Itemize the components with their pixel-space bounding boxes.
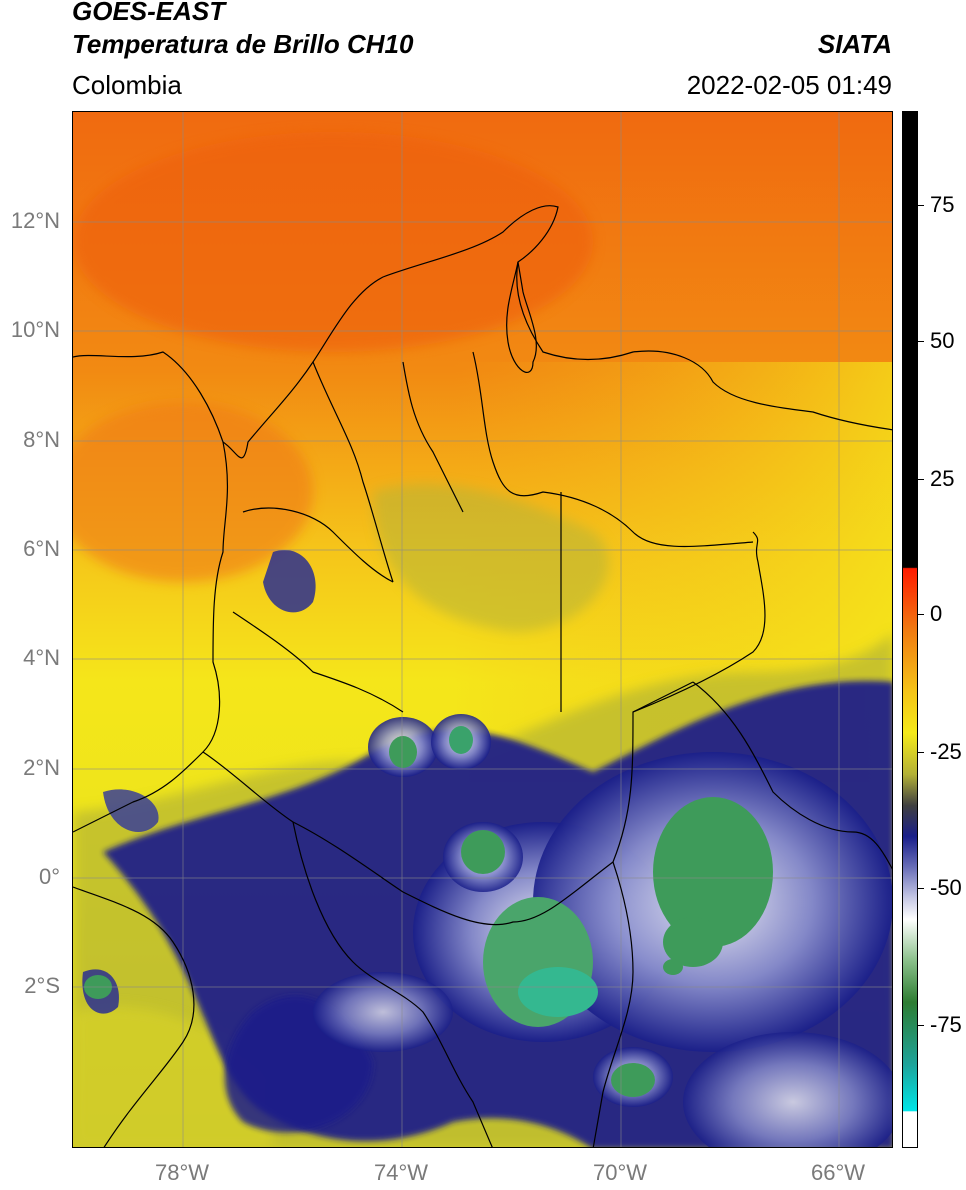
region-label: Colombia (72, 70, 182, 100)
lat-tick-label: 8°N (23, 427, 60, 452)
lon-tick-label: 74°W (374, 1160, 429, 1185)
lon-tick-label: 66°W (811, 1160, 866, 1185)
lat-tick-label: 6°N (23, 536, 60, 561)
satellite-map (72, 111, 893, 1148)
colorbar-tick-mark (918, 888, 924, 889)
colorbar-tick-label: 25 (930, 466, 955, 491)
lon-tick-label: 78°W (155, 1160, 210, 1185)
colorbar-tick-label: -50 (930, 875, 962, 900)
satellite-title: GOES-EAST (72, 0, 226, 26)
colorbar-tick-label: 75 (930, 192, 955, 217)
colorbar-tick-mark (918, 1025, 924, 1026)
lat-tick-label: 2°N (23, 755, 60, 780)
lat-tick-label: 0° (38, 864, 60, 889)
political-borders (73, 205, 892, 1147)
brightness-temperature-field (73, 112, 892, 1147)
organization-label: SIATA (817, 29, 892, 59)
lat-tick-label: 10°N (10, 317, 60, 342)
colorbar (902, 111, 918, 1148)
graticule (73, 112, 892, 1147)
colorbar-tick-mark (918, 479, 924, 480)
product-title: Temperatura de Brillo CH10 (72, 29, 414, 59)
colorbar-tick-mark (918, 752, 924, 753)
colorbar-tick-label: -75 (930, 1012, 962, 1037)
colorbar-tick-mark (918, 614, 924, 615)
colorbar-tick-label: -25 (930, 739, 962, 764)
lat-tick-label: 2°S (24, 973, 60, 998)
colorbar-tick-label: 50 (930, 328, 955, 353)
lon-tick-label: 70°W (593, 1160, 648, 1185)
colorbar-tick-label: 0 (930, 601, 943, 626)
colorbar-tick-mark (918, 341, 924, 342)
colorbar-tick-mark (918, 205, 924, 206)
lat-tick-label: 12°N (10, 208, 60, 233)
lat-tick-label: 4°N (23, 645, 60, 670)
timestamp-label: 2022-02-05 01:49 (686, 70, 892, 100)
